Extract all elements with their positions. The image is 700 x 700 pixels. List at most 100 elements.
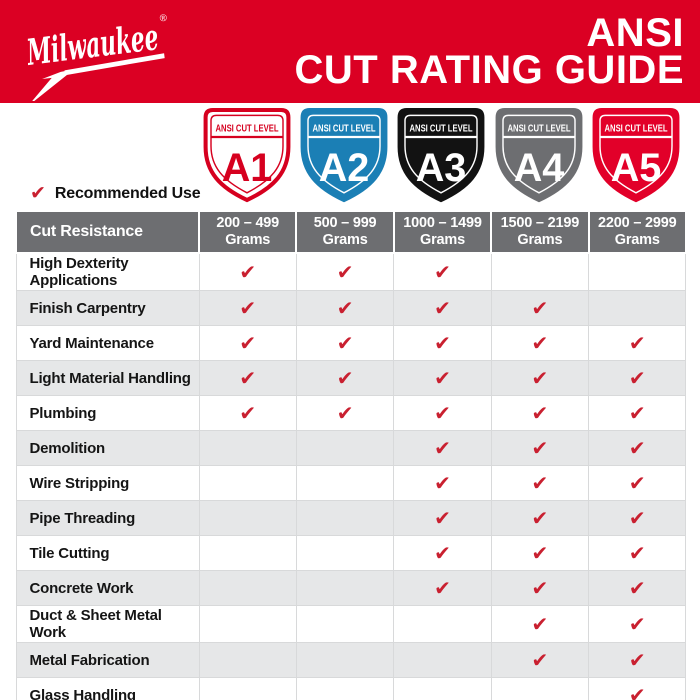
check-cell-a3: ✔: [393, 465, 492, 501]
check-cell-a3: ✔: [393, 395, 492, 431]
table-row: Finish Carpentry ✔ ✔ ✔ ✔: [15, 290, 687, 326]
check-cell-a4: ✔: [490, 325, 590, 361]
check-cell-a1: [198, 570, 297, 606]
check-cell-a1: ✔: [198, 252, 297, 291]
shield-a5-icon: ANSI CUT LEVEL A5: [592, 107, 680, 203]
check-cell-a3: ✔: [393, 570, 492, 606]
check-cell-a4: [490, 677, 590, 700]
application-label: Plumbing: [15, 395, 200, 431]
application-label: High Dexterity Applications: [15, 252, 200, 291]
table-row: Glass Handling ✔: [15, 677, 687, 700]
column-header-a2: 500 – 999 Grams: [295, 212, 395, 254]
milwaukee-logo: Milwaukee ®: [16, 4, 181, 107]
check-cell-a2: ✔: [295, 360, 395, 396]
check-cell-a5: ✔: [588, 325, 687, 361]
check-cell-a5: [588, 252, 687, 291]
check-cell-a4: ✔: [490, 535, 590, 571]
check-cell-a2: ✔: [295, 290, 395, 326]
column-header-a1-unit: Grams: [225, 232, 271, 248]
cut-level-shield-a4: ANSI CUT LEVEL A4: [490, 107, 587, 203]
recommended-use-label: Recommended Use: [54, 184, 201, 202]
shield-a3-icon: ANSI CUT LEVEL A3: [398, 107, 485, 203]
column-header-a1-range: 200 – 499: [216, 214, 280, 231]
table-body: High Dexterity Applications ✔ ✔ ✔ Finish…: [15, 252, 687, 700]
application-label: Tile Cutting: [15, 535, 200, 571]
registered-mark: ®: [159, 13, 167, 25]
check-cell-a5: ✔: [588, 605, 687, 643]
cut-level-shields: ANSI CUT LEVEL A1 ANSI CUT LEVEL A2 AN: [198, 107, 685, 203]
table-row: Metal Fabrication ✔ ✔: [15, 642, 687, 678]
check-cell-a1: ✔: [198, 395, 297, 431]
recommended-use-legend: ✔ Recommended Use: [30, 184, 201, 203]
shield-a2-code: A2: [319, 146, 370, 190]
check-cell-a5: ✔: [588, 677, 687, 700]
check-cell-a5: ✔: [588, 465, 687, 501]
table-row: High Dexterity Applications ✔ ✔ ✔: [15, 252, 687, 291]
check-cell-a4: ✔: [490, 605, 590, 643]
check-cell-a3: [393, 677, 492, 700]
guide-title: ANSI CUT RATING GUIDE: [294, 13, 684, 92]
column-header-a2-unit: Grams: [322, 232, 368, 248]
check-cell-a2: [295, 465, 395, 501]
column-header-a5-unit: Grams: [614, 232, 660, 248]
check-cell-a1: ✔: [198, 290, 297, 326]
application-label: Finish Carpentry: [15, 290, 200, 326]
check-cell-a4: ✔: [490, 570, 590, 606]
shield-a1-icon: ANSI CUT LEVEL A1: [203, 107, 291, 203]
check-cell-a1: ✔: [198, 360, 297, 396]
check-cell-a4: ✔: [490, 395, 590, 431]
check-cell-a4: [490, 252, 590, 291]
shield-a3-label: ANSI CUT LEVEL: [410, 124, 473, 135]
check-cell-a5: ✔: [588, 360, 687, 396]
check-cell-a4: ✔: [490, 465, 590, 501]
shield-a4-icon: ANSI CUT LEVEL A4: [495, 107, 583, 203]
shield-a1-code: A1: [221, 146, 272, 190]
cut-resistance-header: Cut Resistance: [15, 212, 200, 254]
header-banner: Milwaukee ® ANSI CUT RATING GUIDE: [0, 0, 700, 107]
check-cell-a1: [198, 642, 297, 678]
column-header-a3-range: 1000 – 1499: [403, 214, 482, 231]
guide-title-line2: CUT RATING GUIDE: [294, 47, 684, 92]
check-cell-a2: [295, 430, 395, 466]
lightning-bolt-icon: [64, 53, 165, 76]
check-cell-a5: ✔: [588, 642, 687, 678]
check-cell-a2: [295, 677, 395, 700]
application-label: Wire Stripping: [15, 465, 200, 501]
check-cell-a5: ✔: [588, 535, 687, 571]
check-cell-a5: ✔: [588, 500, 687, 536]
table-row: Light Material Handling ✔ ✔ ✔ ✔ ✔: [15, 360, 687, 396]
table-row: Wire Stripping ✔ ✔ ✔: [15, 465, 687, 501]
shield-a5-label: ANSI CUT LEVEL: [605, 124, 668, 135]
column-header-a5: 2200 – 2999 Grams: [587, 212, 687, 254]
column-header-a4: 1500 – 2199 Grams: [490, 212, 590, 254]
check-cell-a3: ✔: [393, 500, 492, 536]
check-cell-a1: [198, 605, 297, 643]
check-cell-a2: [295, 535, 395, 571]
shield-a4-label: ANSI CUT LEVEL: [507, 124, 570, 135]
check-cell-a1: [198, 677, 297, 700]
check-cell-a3: ✔: [393, 430, 492, 466]
table-row: Plumbing ✔ ✔ ✔ ✔ ✔: [15, 395, 687, 431]
shield-a2-label: ANSI CUT LEVEL: [313, 124, 376, 135]
cut-level-shield-a3: ANSI CUT LEVEL A3: [393, 107, 490, 203]
shield-a4-code: A4: [514, 146, 565, 190]
check-cell-a3: ✔: [393, 360, 492, 396]
check-cell-a2: ✔: [295, 395, 395, 431]
check-cell-a2: [295, 605, 395, 643]
column-header-a5-range: 2200 – 2999: [598, 214, 677, 231]
table-row: Duct & Sheet Metal Work ✔ ✔: [15, 605, 687, 643]
check-cell-a4: ✔: [490, 430, 590, 466]
table-row: Pipe Threading ✔ ✔ ✔: [15, 500, 687, 536]
application-label: Duct & Sheet Metal Work: [15, 605, 200, 643]
check-cell-a3: ✔: [393, 325, 492, 361]
table-row: Demolition ✔ ✔ ✔: [15, 430, 687, 466]
check-cell-a3: [393, 605, 492, 643]
application-label: Pipe Threading: [15, 500, 200, 536]
check-cell-a1: [198, 465, 297, 501]
column-header-a1: 200 – 499 Grams: [197, 212, 298, 254]
column-header-a2-range: 500 – 999: [313, 214, 377, 231]
check-cell-a2: ✔: [295, 252, 395, 291]
check-cell-a3: ✔: [393, 535, 492, 571]
application-label: Glass Handling: [15, 677, 200, 700]
